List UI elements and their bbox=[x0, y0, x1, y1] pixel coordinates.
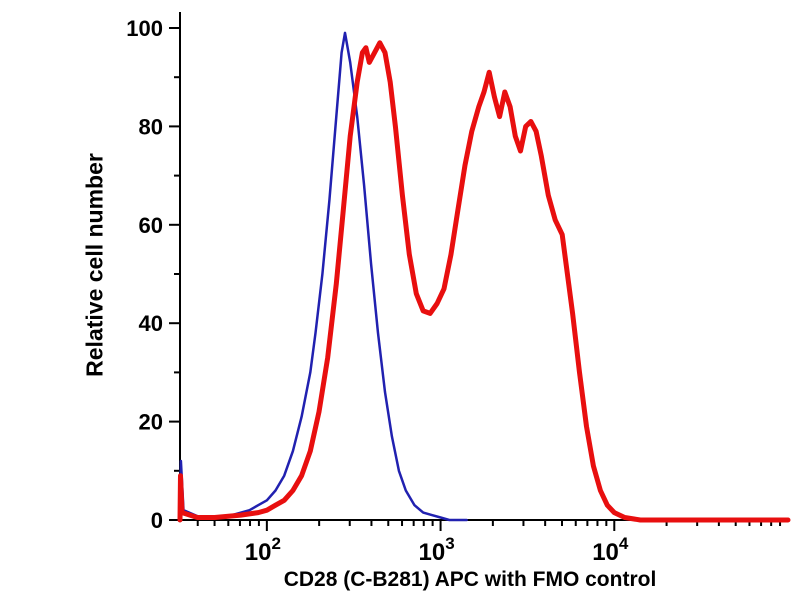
y-axis-title: Relative cell number bbox=[81, 153, 108, 377]
cd28-apc-curve bbox=[177, 40, 791, 523]
x-tick-label: 102 bbox=[245, 534, 281, 566]
y-tick-label: 80 bbox=[139, 114, 163, 139]
y-tick-label: 100 bbox=[126, 16, 163, 41]
x-tick-label: 104 bbox=[592, 534, 629, 566]
y-tick-label: 0 bbox=[151, 508, 163, 533]
y-tick-label: 40 bbox=[139, 311, 163, 336]
y-tick-label: 20 bbox=[139, 410, 163, 435]
fmo-control-curve bbox=[178, 31, 468, 522]
y-tick-label: 60 bbox=[139, 213, 163, 238]
x-tick-label: 103 bbox=[418, 534, 454, 566]
x-axis-title: CD28 (C-B281) APC with FMO control bbox=[283, 568, 657, 591]
